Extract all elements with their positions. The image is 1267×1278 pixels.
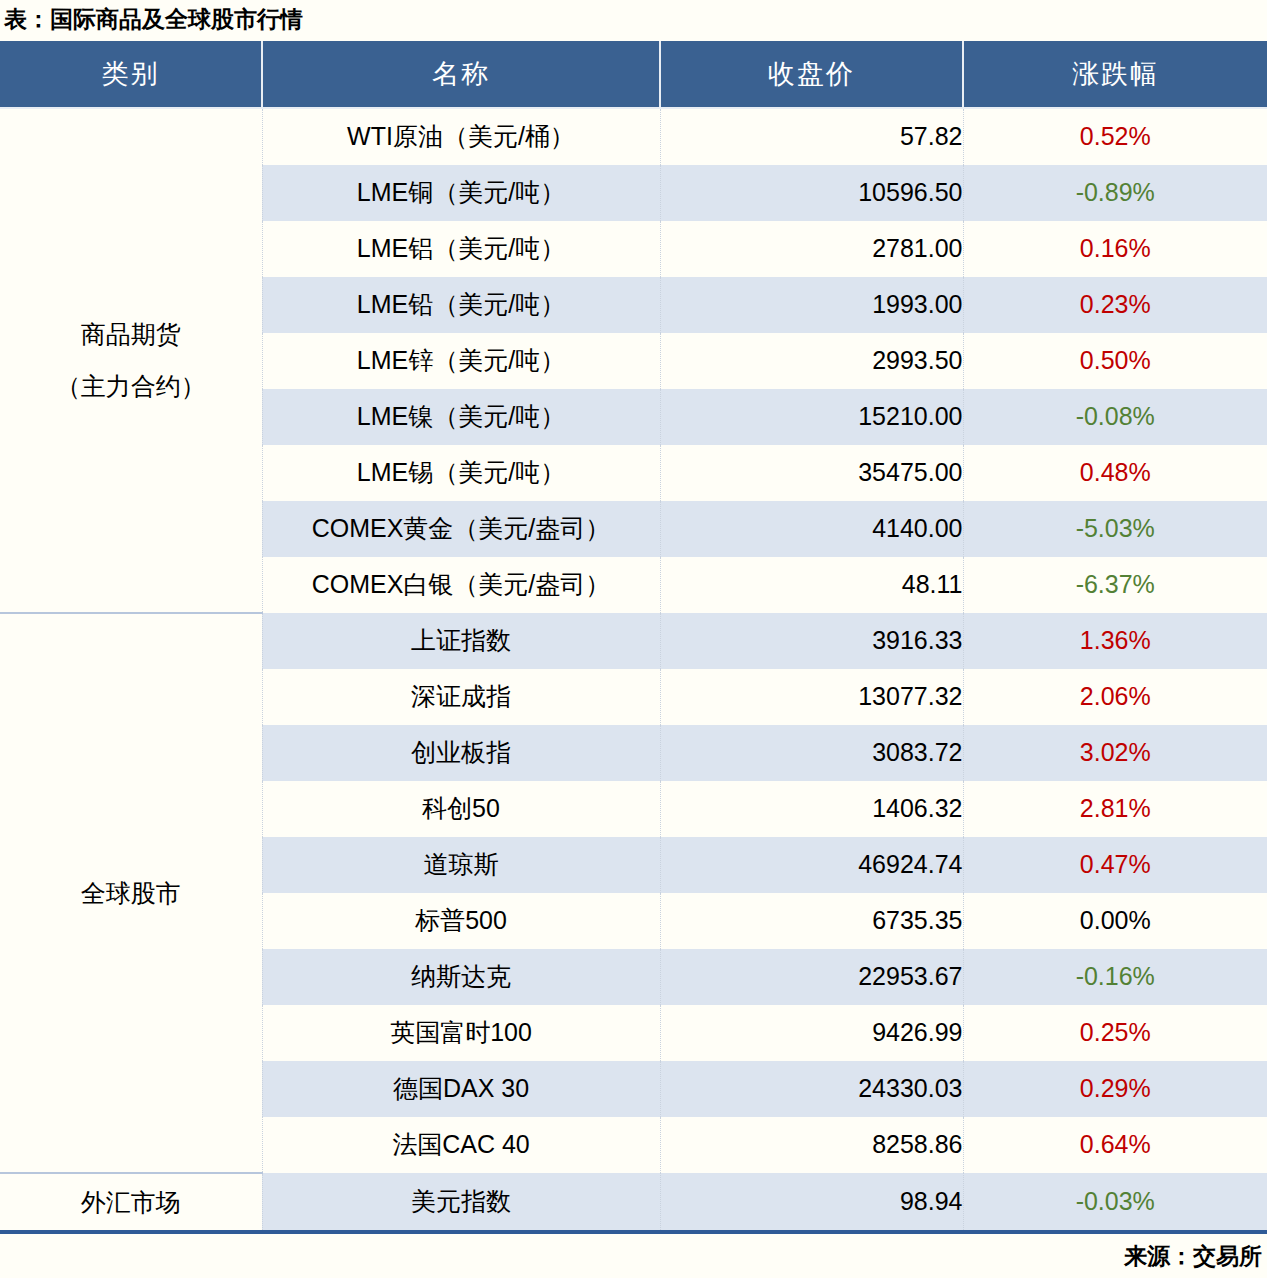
instrument-name-cell: 英国富时100 (262, 1005, 660, 1061)
close-price-cell: 15210.00 (660, 389, 963, 445)
instrument-name-cell: 美元指数 (262, 1173, 660, 1232)
category-cell: 商品期货 （主力合约） (0, 108, 262, 613)
instrument-name-cell: 标普500 (262, 893, 660, 949)
change-percent-cell: -0.89% (963, 165, 1267, 221)
change-percent-cell: 0.48% (963, 445, 1267, 501)
category-cell: 全球股市 (0, 613, 262, 1173)
change-percent-cell: 0.23% (963, 277, 1267, 333)
instrument-name-cell: 深证成指 (262, 669, 660, 725)
instrument-name-cell: 创业板指 (262, 725, 660, 781)
instrument-name-cell: WTI原油（美元/桶） (262, 108, 660, 165)
change-percent-cell: -0.03% (963, 1173, 1267, 1232)
instrument-name-cell: LME铜（美元/吨） (262, 165, 660, 221)
close-price-cell: 9426.99 (660, 1005, 963, 1061)
change-percent-cell: 2.06% (963, 669, 1267, 725)
table-row: 商品期货 （主力合约）WTI原油（美元/桶）57.820.52% (0, 108, 1267, 165)
instrument-name-cell: LME镍（美元/吨） (262, 389, 660, 445)
instrument-name-cell: 法国CAC 40 (262, 1117, 660, 1173)
instrument-name-cell: 德国DAX 30 (262, 1061, 660, 1117)
market-quotes-table: 类别 名称 收盘价 涨跌幅 商品期货 （主力合约）WTI原油（美元/桶）57.8… (0, 41, 1267, 1234)
change-percent-cell: 0.52% (963, 108, 1267, 165)
instrument-name-cell: COMEX黄金（美元/盎司） (262, 501, 660, 557)
close-price-cell: 35475.00 (660, 445, 963, 501)
page: 表：国际商品及全球股市行情 类别 名称 收盘价 涨跌幅 商品期货 （主力合约）W… (0, 0, 1267, 1278)
instrument-name-cell: LME铅（美元/吨） (262, 277, 660, 333)
close-price-cell: 22953.67 (660, 949, 963, 1005)
header-category: 类别 (0, 41, 262, 108)
instrument-name-cell: 道琼斯 (262, 837, 660, 893)
close-price-cell: 46924.74 (660, 837, 963, 893)
instrument-name-cell: LME铝（美元/吨） (262, 221, 660, 277)
close-price-cell: 4140.00 (660, 501, 963, 557)
header-close: 收盘价 (660, 41, 963, 108)
change-percent-cell: 0.25% (963, 1005, 1267, 1061)
instrument-name-cell: LME锡（美元/吨） (262, 445, 660, 501)
change-percent-cell: -0.08% (963, 389, 1267, 445)
change-percent-cell: 0.16% (963, 221, 1267, 277)
close-price-cell: 13077.32 (660, 669, 963, 725)
change-percent-cell: -5.03% (963, 501, 1267, 557)
table-body: 商品期货 （主力合约）WTI原油（美元/桶）57.820.52%LME铜（美元/… (0, 108, 1267, 1232)
close-price-cell: 24330.03 (660, 1061, 963, 1117)
instrument-name-cell: 科创50 (262, 781, 660, 837)
close-price-cell: 3083.72 (660, 725, 963, 781)
instrument-name-cell: COMEX白银（美元/盎司） (262, 557, 660, 613)
table-row: 全球股市上证指数3916.331.36% (0, 613, 1267, 669)
close-price-cell: 3916.33 (660, 613, 963, 669)
close-price-cell: 57.82 (660, 108, 963, 165)
change-percent-cell: 0.47% (963, 837, 1267, 893)
header-change: 涨跌幅 (963, 41, 1267, 108)
close-price-cell: 10596.50 (660, 165, 963, 221)
table-header-row: 类别 名称 收盘价 涨跌幅 (0, 41, 1267, 108)
source-note: 来源：交易所 (0, 1234, 1267, 1272)
close-price-cell: 98.94 (660, 1173, 963, 1232)
table-title: 表：国际商品及全球股市行情 (0, 0, 1267, 41)
instrument-name-cell: LME锌（美元/吨） (262, 333, 660, 389)
table-row: 外汇市场美元指数98.94-0.03% (0, 1173, 1267, 1232)
change-percent-cell: -0.16% (963, 949, 1267, 1005)
close-price-cell: 6735.35 (660, 893, 963, 949)
close-price-cell: 2993.50 (660, 333, 963, 389)
close-price-cell: 1993.00 (660, 277, 963, 333)
close-price-cell: 2781.00 (660, 221, 963, 277)
change-percent-cell: 0.50% (963, 333, 1267, 389)
change-percent-cell: -6.37% (963, 557, 1267, 613)
change-percent-cell: 0.29% (963, 1061, 1267, 1117)
close-price-cell: 1406.32 (660, 781, 963, 837)
instrument-name-cell: 纳斯达克 (262, 949, 660, 1005)
change-percent-cell: 3.02% (963, 725, 1267, 781)
change-percent-cell: 1.36% (963, 613, 1267, 669)
header-name: 名称 (262, 41, 660, 108)
change-percent-cell: 0.64% (963, 1117, 1267, 1173)
change-percent-cell: 2.81% (963, 781, 1267, 837)
change-percent-cell: 0.00% (963, 893, 1267, 949)
close-price-cell: 48.11 (660, 557, 963, 613)
instrument-name-cell: 上证指数 (262, 613, 660, 669)
close-price-cell: 8258.86 (660, 1117, 963, 1173)
category-cell: 外汇市场 (0, 1173, 262, 1232)
